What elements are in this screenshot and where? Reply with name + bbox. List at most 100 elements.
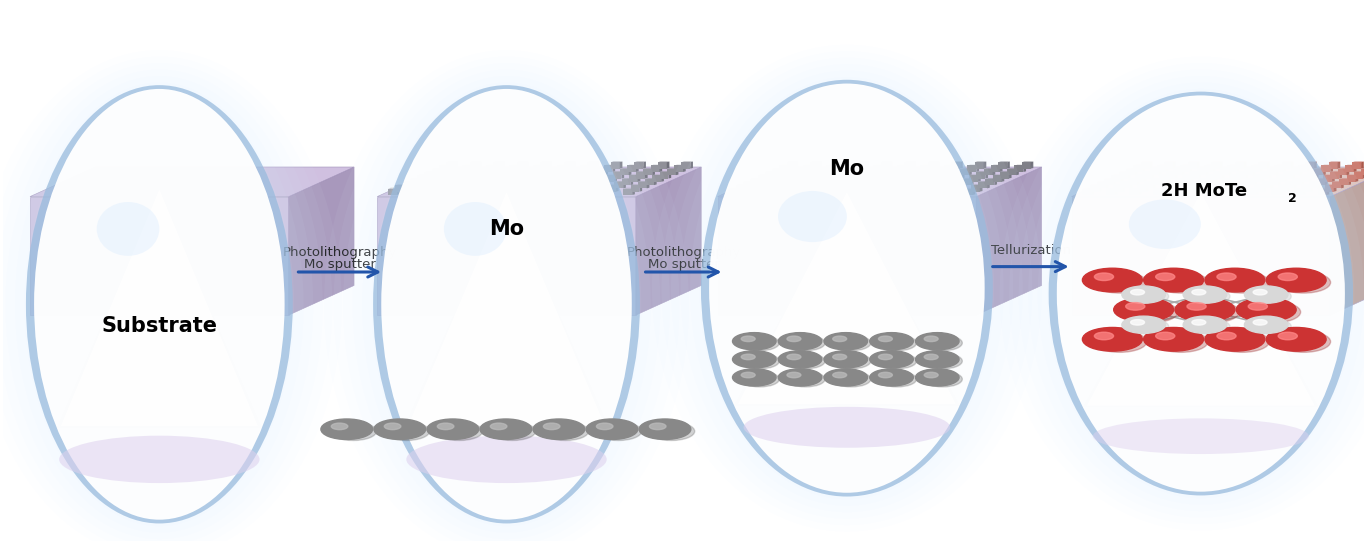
Ellipse shape bbox=[15, 76, 303, 533]
Polygon shape bbox=[1161, 178, 1163, 185]
Polygon shape bbox=[1196, 168, 1208, 169]
Polygon shape bbox=[835, 171, 848, 172]
Polygon shape bbox=[1334, 184, 1337, 191]
Polygon shape bbox=[539, 188, 541, 195]
Polygon shape bbox=[411, 189, 421, 195]
Polygon shape bbox=[1143, 165, 1146, 172]
Polygon shape bbox=[920, 165, 930, 172]
Polygon shape bbox=[606, 175, 614, 182]
Ellipse shape bbox=[1129, 200, 1200, 249]
Polygon shape bbox=[518, 172, 528, 178]
Text: Tellurization: Tellurization bbox=[991, 244, 1070, 257]
Circle shape bbox=[1217, 332, 1236, 340]
Polygon shape bbox=[744, 181, 755, 182]
Circle shape bbox=[924, 372, 938, 378]
Polygon shape bbox=[752, 189, 761, 195]
Polygon shape bbox=[1137, 185, 1146, 191]
Circle shape bbox=[1244, 316, 1288, 333]
Polygon shape bbox=[1106, 188, 1118, 189]
Polygon shape bbox=[868, 178, 876, 185]
Polygon shape bbox=[1314, 169, 1323, 175]
Polygon shape bbox=[1207, 184, 1219, 185]
Polygon shape bbox=[667, 168, 678, 169]
Polygon shape bbox=[790, 181, 801, 182]
Polygon shape bbox=[288, 167, 354, 315]
Polygon shape bbox=[798, 181, 801, 188]
Polygon shape bbox=[940, 189, 949, 195]
Polygon shape bbox=[761, 188, 764, 195]
Polygon shape bbox=[1236, 165, 1239, 172]
Circle shape bbox=[329, 422, 376, 441]
Polygon shape bbox=[1167, 182, 1177, 188]
Polygon shape bbox=[514, 188, 517, 195]
Circle shape bbox=[1092, 272, 1147, 293]
Polygon shape bbox=[1256, 188, 1259, 195]
Text: Mo: Mo bbox=[830, 159, 864, 180]
Polygon shape bbox=[528, 178, 536, 185]
Polygon shape bbox=[823, 189, 831, 195]
Polygon shape bbox=[627, 165, 636, 172]
Polygon shape bbox=[1199, 171, 1200, 178]
Polygon shape bbox=[455, 162, 458, 169]
Polygon shape bbox=[536, 178, 539, 185]
Polygon shape bbox=[790, 175, 793, 182]
Polygon shape bbox=[1286, 184, 1289, 191]
Polygon shape bbox=[519, 175, 522, 182]
Polygon shape bbox=[448, 171, 459, 172]
Polygon shape bbox=[853, 185, 863, 191]
Ellipse shape bbox=[671, 58, 1023, 518]
Polygon shape bbox=[954, 182, 964, 188]
Polygon shape bbox=[1230, 185, 1240, 191]
Polygon shape bbox=[931, 182, 940, 188]
Polygon shape bbox=[662, 175, 664, 182]
Polygon shape bbox=[521, 181, 532, 182]
Polygon shape bbox=[589, 172, 597, 178]
Polygon shape bbox=[638, 175, 640, 182]
Polygon shape bbox=[796, 168, 807, 169]
Polygon shape bbox=[1245, 171, 1248, 178]
Polygon shape bbox=[992, 175, 1002, 182]
Circle shape bbox=[878, 335, 917, 351]
Circle shape bbox=[1176, 298, 1234, 322]
Polygon shape bbox=[1300, 168, 1303, 175]
Polygon shape bbox=[506, 189, 514, 195]
Ellipse shape bbox=[744, 407, 950, 448]
Polygon shape bbox=[533, 165, 541, 172]
Polygon shape bbox=[1233, 188, 1236, 195]
Polygon shape bbox=[584, 185, 592, 191]
Polygon shape bbox=[915, 171, 917, 178]
Polygon shape bbox=[630, 184, 642, 185]
Circle shape bbox=[375, 419, 425, 440]
Polygon shape bbox=[1346, 168, 1349, 175]
Polygon shape bbox=[427, 181, 437, 182]
Polygon shape bbox=[1196, 169, 1206, 175]
Polygon shape bbox=[913, 168, 924, 169]
Ellipse shape bbox=[778, 191, 848, 242]
Circle shape bbox=[384, 423, 401, 430]
Polygon shape bbox=[600, 181, 603, 188]
Polygon shape bbox=[1213, 172, 1222, 178]
Circle shape bbox=[1278, 332, 1297, 340]
Polygon shape bbox=[443, 185, 451, 191]
Polygon shape bbox=[1331, 175, 1334, 182]
Polygon shape bbox=[623, 188, 634, 189]
Polygon shape bbox=[1255, 185, 1263, 191]
Polygon shape bbox=[796, 162, 798, 169]
Polygon shape bbox=[1245, 178, 1255, 185]
Polygon shape bbox=[458, 181, 461, 188]
Polygon shape bbox=[976, 172, 986, 178]
Circle shape bbox=[1114, 298, 1174, 322]
Polygon shape bbox=[1009, 171, 1012, 178]
Polygon shape bbox=[869, 181, 872, 188]
Polygon shape bbox=[659, 172, 668, 178]
Polygon shape bbox=[424, 172, 433, 178]
Polygon shape bbox=[954, 181, 966, 182]
Polygon shape bbox=[1118, 172, 1128, 178]
Polygon shape bbox=[1206, 175, 1214, 182]
Circle shape bbox=[1154, 272, 1208, 293]
Ellipse shape bbox=[26, 85, 293, 523]
Polygon shape bbox=[729, 188, 740, 189]
Ellipse shape bbox=[690, 71, 1003, 506]
Polygon shape bbox=[518, 171, 530, 172]
Polygon shape bbox=[428, 184, 431, 191]
